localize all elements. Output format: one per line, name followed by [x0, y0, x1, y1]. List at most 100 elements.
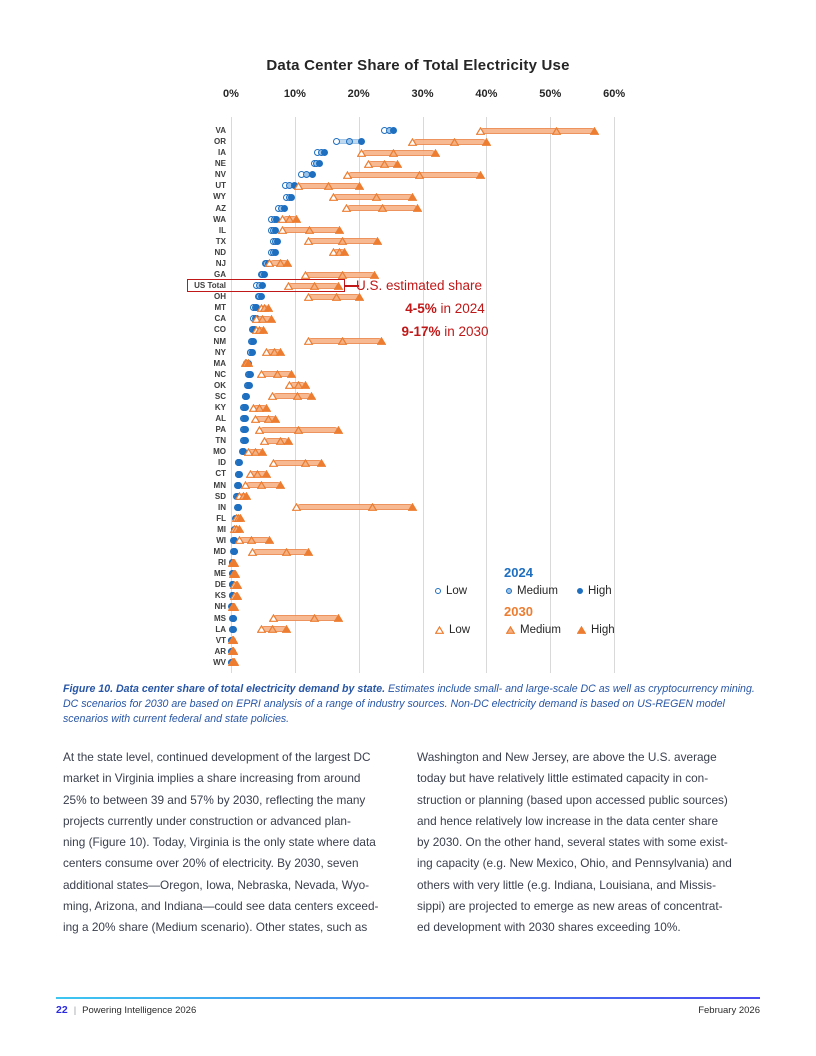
gridline — [486, 117, 488, 673]
marker-2030-low — [248, 403, 258, 412]
chart-row: WY — [148, 191, 648, 202]
gridline — [422, 117, 424, 673]
marker-2024-high — [281, 204, 289, 212]
footer-divider — [56, 997, 760, 999]
marker-2030-high — [265, 536, 275, 545]
state-label: CA — [214, 314, 226, 324]
state-label: NE — [214, 159, 226, 169]
marker-2030-med — [301, 458, 311, 467]
marker-2024-high — [249, 337, 257, 345]
chart-row: MD — [148, 546, 648, 557]
row-track — [231, 125, 646, 136]
marker-2024-high — [241, 437, 249, 445]
axis-tick-label: 40% — [475, 88, 498, 100]
marker-2030-high — [283, 436, 293, 445]
marker-2030-high — [229, 658, 239, 667]
state-label: SC — [214, 391, 226, 401]
marker-2024-high — [271, 248, 279, 256]
state-label: TN — [215, 436, 226, 446]
marker-2030-med — [378, 204, 388, 212]
row-track — [228, 635, 646, 646]
caption-title: Figure 10. Data center share of total el… — [63, 683, 386, 695]
triangle-low-icon — [435, 626, 444, 634]
marker-2030-low — [265, 259, 275, 268]
marker-2030-high — [234, 525, 244, 534]
marker-2030-low — [303, 337, 313, 345]
marker-2030-high — [271, 414, 281, 423]
marker-2024-high — [241, 426, 249, 434]
marker-2024-high — [273, 215, 281, 223]
chart-row: IN — [148, 502, 648, 513]
marker-2030-high — [292, 215, 302, 224]
marker-2030-high — [306, 392, 316, 401]
state-label: VA — [215, 126, 226, 135]
marker-2030-med — [282, 547, 292, 556]
marker-2024-high — [248, 348, 256, 356]
marker-2030-low — [363, 159, 373, 168]
row-track — [231, 225, 646, 236]
marker-2024-high — [231, 548, 239, 556]
marker-2030-med — [338, 237, 348, 246]
state-label: WV — [213, 657, 226, 667]
marker-2030-low — [245, 470, 255, 478]
row-track — [231, 269, 646, 280]
marker-2030-high — [276, 481, 286, 489]
chart-row: NJ — [148, 258, 648, 269]
legend-item-medium-2030: Medium — [506, 624, 577, 636]
marker-2030-high — [317, 458, 327, 467]
state-label: NJ — [215, 258, 226, 268]
chart-row: OK — [148, 380, 648, 391]
legend-2030-items: Low Medium High — [430, 624, 665, 636]
row-track — [231, 446, 646, 457]
row-track — [231, 380, 646, 391]
chart-row: NH — [148, 601, 648, 612]
marker-2030-high — [475, 170, 485, 179]
marker-2030-med — [293, 381, 303, 390]
row-track — [231, 180, 646, 191]
marker-2024-high — [258, 293, 266, 301]
state-label: MO — [213, 447, 226, 457]
marker-2030-high — [229, 602, 239, 611]
row-track — [231, 513, 646, 524]
chart-row: KS — [148, 590, 648, 601]
band-2030 — [480, 127, 595, 134]
marker-2030-med — [292, 392, 302, 401]
legend-item-low-2030: Low — [435, 624, 506, 636]
legend-item-high-2024: High — [577, 585, 612, 597]
marker-2030-high — [276, 348, 286, 357]
marker-2024-high — [235, 481, 243, 489]
state-label: NM — [213, 336, 226, 346]
marker-2030-med — [309, 281, 319, 290]
marker-2030-low — [300, 270, 310, 279]
marker-2030-high — [230, 569, 240, 578]
marker-2030-low — [268, 458, 278, 467]
axis-tick-label: 30% — [411, 88, 434, 100]
chart-row: NM — [148, 336, 648, 347]
chart-row: SC — [148, 391, 648, 402]
gridline — [550, 117, 552, 673]
marker-2024-high — [235, 459, 243, 467]
marker-2030-low — [303, 292, 313, 301]
chart-row: CT — [148, 468, 648, 479]
state-label: KY — [214, 403, 226, 412]
chart-row: MT — [148, 302, 648, 313]
chart-row: TX — [148, 236, 648, 247]
state-label: AL — [215, 414, 226, 424]
marker-2030-med — [251, 447, 261, 456]
marker-2030-high — [236, 514, 246, 523]
row-track — [231, 313, 646, 324]
state-label: UT — [215, 181, 226, 191]
marker-2024-high — [316, 160, 324, 168]
chart-row: CO — [148, 324, 648, 335]
marker-2024-high — [288, 193, 296, 201]
axis-tick-label: 50% — [539, 88, 562, 100]
chart-row: CA — [148, 313, 648, 324]
state-label: PA — [215, 425, 226, 435]
chart-row: LA — [148, 624, 648, 635]
marker-2030-low — [262, 348, 272, 357]
row-track — [230, 524, 646, 535]
legend-item-low-2024: Low — [435, 585, 506, 597]
row-track — [231, 191, 646, 202]
row-track — [231, 391, 646, 402]
